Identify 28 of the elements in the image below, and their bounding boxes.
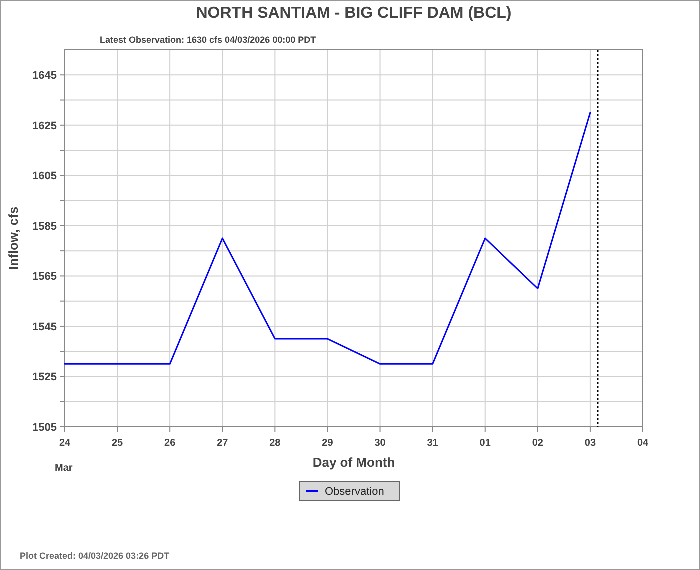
x-tick-label: 28 bbox=[270, 438, 282, 449]
x-tick-label: 26 bbox=[164, 438, 176, 449]
x-tick-label: 04 bbox=[637, 438, 649, 449]
y-tick-label: 1525 bbox=[32, 372, 57, 384]
text: Mar bbox=[55, 463, 73, 474]
x-tick-label: 31 bbox=[427, 438, 439, 449]
y-axis-title: Inflow, cfs bbox=[6, 206, 21, 270]
x-tick-label: 25 bbox=[112, 438, 124, 449]
y-tick-label: 1605 bbox=[32, 170, 57, 183]
x-tick-label: 30 bbox=[374, 438, 386, 449]
x-tick-label: 02 bbox=[532, 438, 544, 449]
line-series bbox=[64, 112, 592, 365]
x-tick-label: 24 bbox=[59, 438, 71, 449]
y-tick-label: 1645 bbox=[32, 70, 57, 82]
chart-title: NORTH SANTIAM - BIG CLIFF DAM (BCL) bbox=[196, 5, 512, 22]
x-tick-label: 29 bbox=[322, 438, 334, 449]
x-tick-label: 01 bbox=[480, 438, 492, 449]
text: Plot Created: 04/03/2026 03:26 PDT bbox=[20, 551, 170, 561]
x-axis-title: Day of Month bbox=[312, 455, 396, 470]
y-tick-label: 1625 bbox=[32, 120, 57, 132]
y-tick-label: 1545 bbox=[32, 321, 57, 334]
y-tick-label: 1505 bbox=[32, 422, 57, 434]
legend-label: Observation bbox=[325, 486, 384, 498]
y-tick-label: 1585 bbox=[32, 220, 57, 233]
chart-subtitle: Latest Observation: 1630 cfs 04/03/2026 00:00 PDT bbox=[100, 35, 317, 45]
x-tick-label: 03 bbox=[584, 438, 596, 449]
y-tick-label: 1565 bbox=[32, 271, 57, 284]
x-tick-label: 27 bbox=[217, 438, 229, 449]
